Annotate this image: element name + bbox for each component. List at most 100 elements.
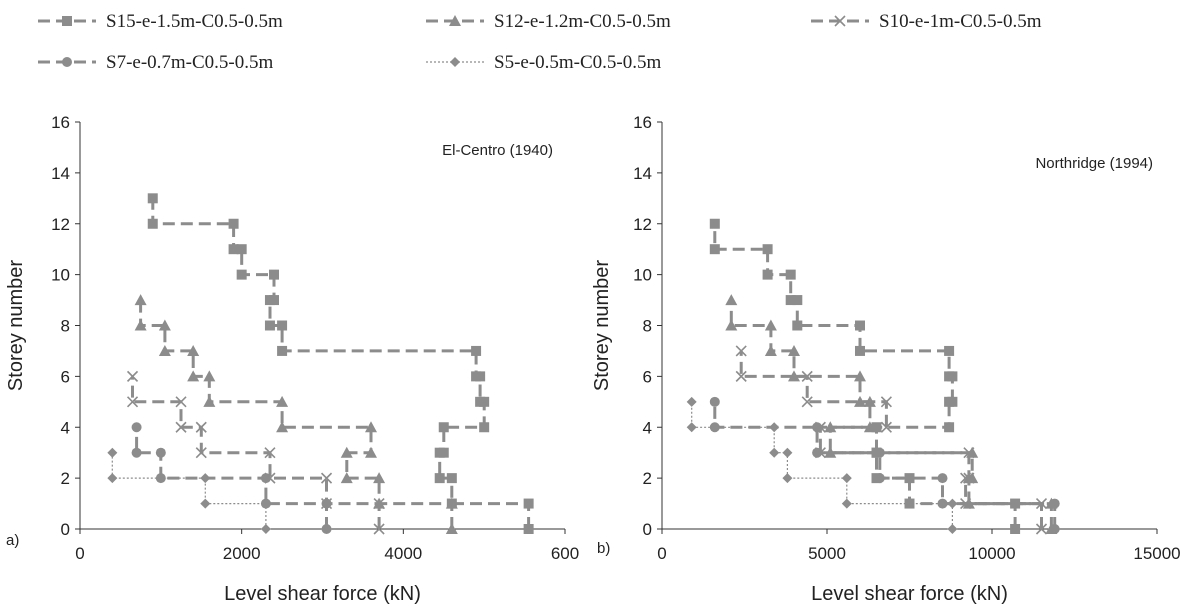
x-tick-label: 15000	[1133, 544, 1180, 563]
x-tick-label: 600	[551, 544, 579, 563]
legend: S15-e-1.5m-C0.5-0.5m S12-e-1.2m-C0.5-0.5m…	[38, 11, 1042, 73]
data-point	[269, 295, 279, 306]
data-point	[762, 244, 773, 255]
data-point	[277, 320, 288, 331]
data-point	[471, 345, 482, 356]
y-tick-label: 2	[61, 469, 70, 488]
data-point	[134, 294, 147, 306]
data-point	[709, 244, 720, 255]
x-tick-label: 2000	[223, 544, 261, 563]
data-point	[782, 447, 793, 458]
data-point	[131, 447, 142, 458]
panel-label: a)	[6, 532, 19, 549]
data-point	[1049, 498, 1060, 509]
data-point	[373, 523, 385, 535]
y-tick-label: 10	[51, 266, 70, 285]
series-circle	[709, 396, 1060, 534]
data-point	[434, 473, 445, 484]
data-point	[446, 473, 457, 484]
data-point	[200, 473, 211, 484]
data-point	[107, 447, 118, 458]
data-point	[365, 446, 377, 458]
data-point	[475, 396, 486, 407]
data-point	[855, 345, 865, 356]
y-tick-label: 0	[643, 520, 652, 539]
data-point	[107, 473, 118, 484]
y-axis-title: Storey number	[591, 260, 613, 392]
data-point	[937, 473, 948, 484]
data-point	[841, 473, 852, 484]
x-axis-title: Level shear force (kN)	[811, 583, 1008, 605]
data-point	[523, 498, 534, 509]
data-point	[260, 524, 271, 534]
data-point	[445, 497, 458, 509]
data-point	[788, 344, 800, 356]
data-point	[880, 396, 892, 408]
y-tick-label: 6	[643, 367, 652, 386]
y-tick-label: 10	[633, 266, 652, 285]
legend-item: S7-e-0.7m-C0.5-0.5m	[38, 52, 274, 73]
data-point	[438, 447, 449, 458]
data-point	[276, 395, 289, 407]
legend-marker	[449, 15, 461, 26]
series-line	[729, 300, 1053, 529]
data-point	[947, 524, 958, 534]
data-point	[276, 421, 289, 433]
data-point	[195, 421, 207, 433]
data-point	[782, 473, 793, 484]
data-point	[960, 472, 972, 484]
series-line	[691, 401, 954, 529]
series-line	[713, 401, 1057, 529]
data-point	[269, 269, 279, 280]
data-point	[947, 396, 958, 407]
legend-marker	[450, 57, 460, 67]
data-point	[523, 524, 534, 534]
series-triangle	[725, 294, 1058, 534]
data-point	[785, 295, 796, 306]
legend-label: S5-e-0.5m-C0.5-0.5m	[494, 52, 662, 73]
data-point	[479, 422, 490, 433]
data-point	[904, 473, 915, 484]
data-point	[963, 447, 975, 459]
data-point	[195, 447, 207, 459]
series-x	[735, 345, 1048, 535]
data-point	[200, 498, 211, 509]
data-point	[880, 421, 892, 433]
data-point	[686, 396, 697, 407]
chart-panel-b: 0 2 4 6 8 10 12 14 16 0 5000 10000 15000 Level shear …	[591, 113, 1181, 605]
data-point	[187, 344, 200, 356]
data-point	[855, 320, 865, 331]
legend-marker	[62, 16, 72, 26]
data-point	[236, 244, 247, 255]
y-tick-label: 2	[643, 469, 652, 488]
data-point	[155, 473, 166, 484]
series-square	[147, 193, 534, 534]
data-point	[944, 422, 955, 433]
data-point	[764, 344, 777, 356]
y-tick-label: 16	[51, 113, 70, 132]
data-point	[264, 320, 275, 331]
data-point	[203, 370, 216, 382]
y-tick-label: 8	[61, 317, 70, 336]
legend-item: S12-e-1.2m-C0.5-0.5m	[426, 11, 671, 32]
panel-label: b)	[597, 540, 610, 557]
series-diamond	[107, 447, 271, 534]
data-point	[812, 447, 823, 458]
data-point	[1049, 524, 1060, 534]
chart-annotation: El-Centro (1940)	[442, 142, 553, 159]
data-point	[158, 319, 171, 331]
data-point	[764, 319, 777, 331]
legend-item: S10-e-1m-C0.5-0.5m	[811, 11, 1042, 32]
y-tick-label: 4	[643, 418, 652, 437]
data-point	[373, 497, 385, 510]
data-point	[944, 345, 955, 356]
data-point	[147, 218, 158, 229]
data-point	[1035, 523, 1048, 535]
data-point	[854, 395, 866, 407]
y-tick-label: 16	[633, 113, 652, 132]
legend-item: S5-e-0.5m-C0.5-0.5m	[426, 52, 662, 73]
data-point	[373, 472, 386, 484]
legend-label: S7-e-0.7m-C0.5-0.5m	[106, 52, 274, 73]
data-point	[264, 447, 276, 459]
